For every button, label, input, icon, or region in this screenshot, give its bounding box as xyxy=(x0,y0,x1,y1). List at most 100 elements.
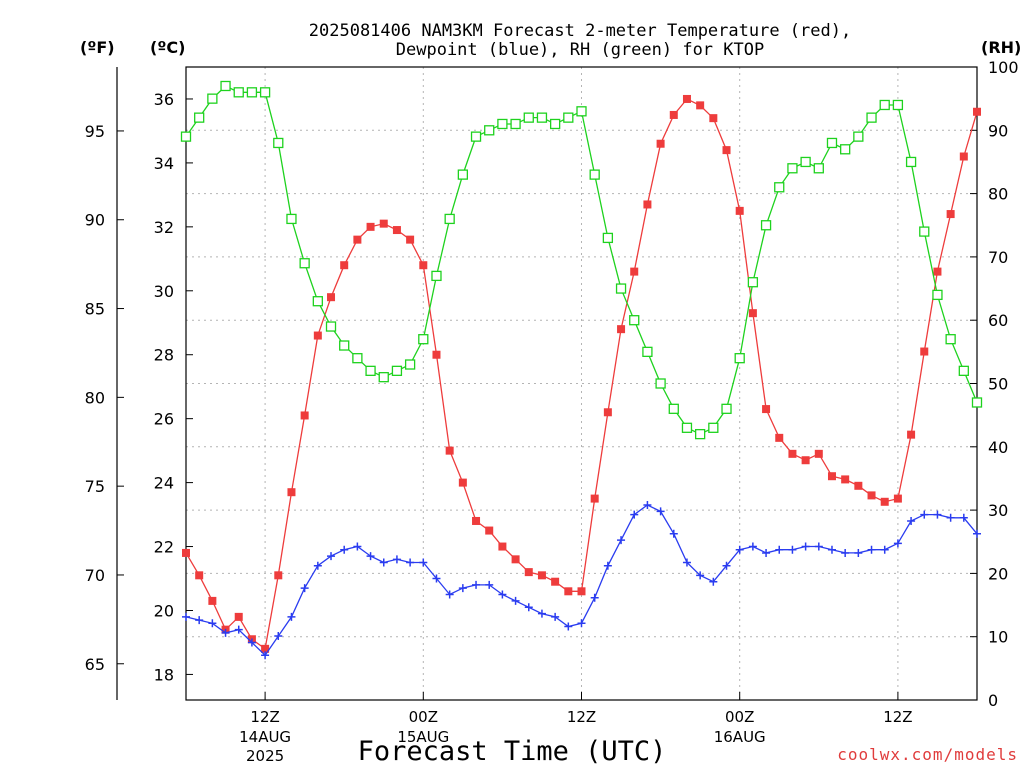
temperature-point xyxy=(511,555,520,564)
temperature-point xyxy=(643,200,652,209)
dewpoint-point xyxy=(432,574,441,583)
temperature-point xyxy=(577,587,586,596)
rh-point xyxy=(431,270,442,282)
temperature-point xyxy=(551,577,560,586)
grid-lines xyxy=(186,67,977,700)
rh-point xyxy=(286,213,297,225)
celsius-tick-label: 24 xyxy=(154,474,174,493)
rh-tick-label: 100 xyxy=(988,58,1019,77)
rh-point xyxy=(391,365,403,376)
rh-point xyxy=(840,144,851,155)
rh-tick-label: 30 xyxy=(988,501,1008,520)
rh-tick-label: 20 xyxy=(988,564,1008,583)
rh-point xyxy=(589,169,600,180)
celsius-tick-label: 18 xyxy=(154,665,174,684)
x-tick-date-label: 16AUG xyxy=(714,728,766,746)
dewpoint-point xyxy=(603,561,612,570)
temperature-point xyxy=(775,433,784,442)
dewpoint-point xyxy=(577,619,586,628)
temperature-point xyxy=(327,293,336,302)
dewpoint-point xyxy=(630,510,639,519)
dewpoint-point xyxy=(300,584,309,593)
rh-point xyxy=(444,213,455,225)
temperature-point xyxy=(182,548,190,557)
rh-tick-label: 90 xyxy=(988,121,1008,140)
dewpoint-point xyxy=(366,552,375,561)
x-tick-label: 12Z xyxy=(883,708,912,726)
dewpoint-point xyxy=(287,612,296,621)
dewpoint-point xyxy=(234,625,243,634)
dewpoint-point xyxy=(392,555,401,564)
x-tick-label: 00Z xyxy=(409,708,438,726)
celsius-tick-label: 28 xyxy=(154,346,174,365)
temperature-point xyxy=(261,644,270,653)
rh-point xyxy=(813,163,824,174)
temperature-point xyxy=(748,309,757,318)
rh-point xyxy=(194,112,205,123)
x-tick-date-label: 15AUG xyxy=(397,728,449,746)
rh-point xyxy=(220,80,231,92)
temperature-point xyxy=(907,430,916,439)
dewpoint-point xyxy=(933,510,942,519)
temperature-point xyxy=(353,235,362,244)
rh-point xyxy=(695,428,706,440)
temperature-point xyxy=(841,475,850,484)
dewpoint-point xyxy=(841,548,850,557)
rh-point xyxy=(233,87,244,98)
temperature-point xyxy=(379,219,388,228)
rh-point xyxy=(563,112,574,123)
temperature-point xyxy=(630,267,639,276)
dewpoint-point xyxy=(959,513,968,522)
temperature-point xyxy=(656,139,665,148)
temperature-point xyxy=(537,571,546,580)
dewpoint-point xyxy=(327,552,336,561)
temperature-point xyxy=(524,568,533,577)
temperature-point xyxy=(959,152,968,161)
dewpoint-point xyxy=(814,542,823,551)
dewpoint-point xyxy=(195,616,204,625)
temperature-point xyxy=(445,446,454,455)
rh-point xyxy=(971,397,983,408)
temperature-point xyxy=(762,405,771,414)
rh-point xyxy=(905,156,917,168)
temperature-point xyxy=(313,331,322,340)
celsius-tick-label: 26 xyxy=(154,410,174,429)
rh-point xyxy=(510,118,521,130)
dewpoint-point xyxy=(419,558,428,567)
rh-point xyxy=(668,403,679,414)
rh-point xyxy=(259,87,271,98)
rh-point xyxy=(708,422,719,433)
dewpoint-point xyxy=(274,632,283,641)
dewpoint-point xyxy=(353,542,362,551)
rh-point xyxy=(484,125,495,136)
dewpoint-point xyxy=(208,619,217,628)
rh-point xyxy=(497,118,508,130)
x-tick-year-label: 2025 xyxy=(246,747,284,765)
chart-title-line2: Dewpoint (blue), RH (green) for KTOP xyxy=(396,40,764,60)
rh-tick-label: 50 xyxy=(988,375,1008,394)
temperature-point xyxy=(709,114,718,123)
celsius-tick-label: 34 xyxy=(154,154,174,173)
rh-point xyxy=(958,365,969,376)
rh-unit-label: (RH) xyxy=(981,38,1021,57)
dewpoint-point xyxy=(801,542,810,551)
temperature-point xyxy=(590,494,599,503)
rh-tick-label: 10 xyxy=(988,628,1008,647)
rh-point xyxy=(273,137,284,149)
rh-point xyxy=(549,118,561,130)
rh-point xyxy=(945,334,956,345)
rh-point xyxy=(418,334,429,345)
rh-point xyxy=(681,422,693,433)
rh-point xyxy=(536,112,548,123)
temperature-point xyxy=(366,222,375,231)
x-tick-label: 12Z xyxy=(567,708,596,726)
rh-point xyxy=(207,93,218,104)
rh-point xyxy=(352,353,363,364)
temperature-point xyxy=(498,542,507,551)
rh-point xyxy=(523,112,534,123)
dewpoint-point xyxy=(406,558,415,567)
dewpoint-point xyxy=(221,628,230,637)
rh-point xyxy=(180,131,192,142)
celsius-tick-label: 36 xyxy=(154,90,174,109)
